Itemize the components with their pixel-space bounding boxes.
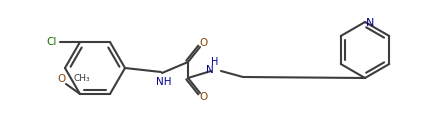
- Text: CH₃: CH₃: [73, 75, 89, 84]
- Text: Cl: Cl: [47, 37, 57, 47]
- Text: O: O: [199, 92, 207, 102]
- Text: N: N: [206, 65, 214, 75]
- Text: N: N: [366, 18, 374, 28]
- Text: O: O: [58, 74, 66, 84]
- Text: NH: NH: [156, 77, 172, 87]
- Text: H: H: [211, 57, 219, 67]
- Text: O: O: [199, 38, 207, 48]
